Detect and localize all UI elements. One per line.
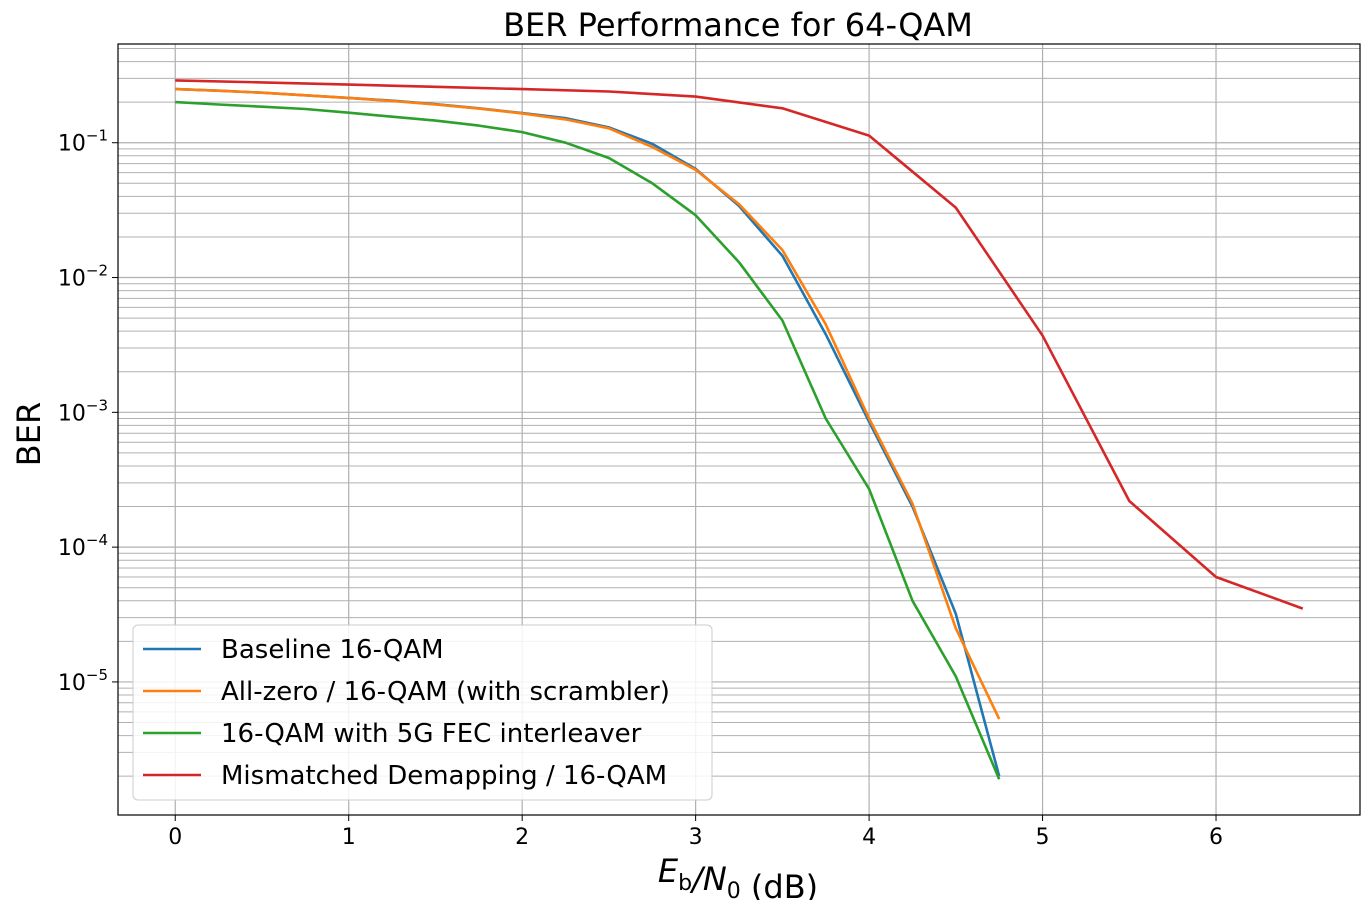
x-tick-label: 0 [168, 825, 182, 850]
legend-box [132, 624, 713, 801]
x-tick-label: 2 [515, 825, 529, 850]
series-line-all-zero-16-qam-with-scrambler- [175, 87, 1001, 720]
legend-label: Baseline 16-QAM [221, 635, 444, 665]
legend-label: Mismatched Demapping / 16-QAM [221, 761, 667, 791]
y-tick-label: 10−5 [58, 666, 108, 696]
y-tick-label: 10−2 [58, 262, 108, 292]
y-tick-label: 10−4 [58, 531, 108, 561]
y-axis-ticks: 10−1 10−2 10−3 10−4 10−5 [58, 127, 118, 696]
legend-label: 16-QAM with 5G FEC interleaver [221, 719, 642, 749]
x-axis-ticks: 0 1 2 3 4 5 6 [168, 815, 1223, 850]
x-tick-label: 1 [342, 825, 356, 850]
legend-label: All-zero / 16-QAM (with scrambler) [221, 677, 670, 707]
x-tick-label: 4 [862, 825, 876, 850]
series-line-16-qam-with-5g-fec-interleaver [175, 100, 1001, 780]
y-tick-label: 10−1 [58, 127, 108, 157]
x-axis-label: Eb/N0 (dB) [658, 852, 818, 900]
series-line-mismatched-demapping-16-qam [175, 79, 1304, 610]
y-tick-label: 10−3 [58, 396, 108, 426]
x-tick-label: 5 [1036, 825, 1050, 850]
x-tick-label: 6 [1209, 825, 1223, 850]
chart-title: BER Performance for 64-QAM [503, 6, 973, 44]
plot-frame [117, 43, 1361, 816]
series-lines [175, 79, 1304, 780]
legend: Baseline 16-QAM All-zero / 16-QAM (with s… [132, 624, 713, 801]
x-tick-label: 3 [689, 825, 703, 850]
y-axis-label: BER [10, 402, 48, 466]
